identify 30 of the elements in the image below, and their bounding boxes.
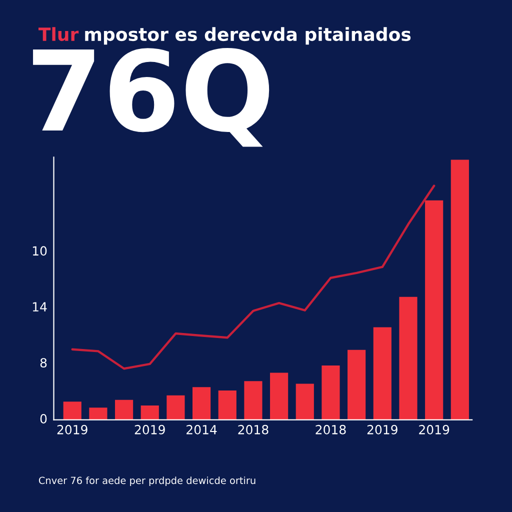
- x-tick-label: 2018: [316, 424, 346, 434]
- bar: [296, 384, 314, 420]
- text: 76Q: [33, 48, 270, 147]
- x-tick-label: 2018: [238, 424, 268, 434]
- bar: [348, 350, 366, 420]
- bar: [425, 200, 444, 420]
- bar: [114, 400, 134, 420]
- bar: [140, 406, 159, 420]
- bar: [192, 387, 211, 420]
- text: 14: [32, 302, 47, 312]
- bar: [244, 381, 262, 420]
- text: 0: [40, 414, 47, 424]
- bar: [373, 327, 392, 420]
- x-tick-label: 2019: [419, 424, 450, 434]
- bar: [322, 365, 340, 420]
- bar: [218, 390, 236, 420]
- x-tick-label: 2019: [134, 424, 165, 434]
- chart-title: Tlur mpostor es derecvda pitainados: [38, 27, 411, 45]
- bar: [399, 296, 418, 420]
- bar: [450, 160, 469, 420]
- bar: [270, 372, 288, 420]
- text: 10: [32, 246, 47, 256]
- bar: [89, 408, 108, 420]
- x-tick-label: 2019: [367, 424, 398, 434]
- text: 8: [40, 358, 47, 368]
- x-tick-label: 2014: [186, 424, 217, 434]
- text: Cnver 76 for aede per prdpde dewicde ortiru: [38, 476, 256, 486]
- bar: [166, 395, 185, 420]
- x-tick-label: 2019: [57, 424, 88, 434]
- bar: [63, 402, 82, 420]
